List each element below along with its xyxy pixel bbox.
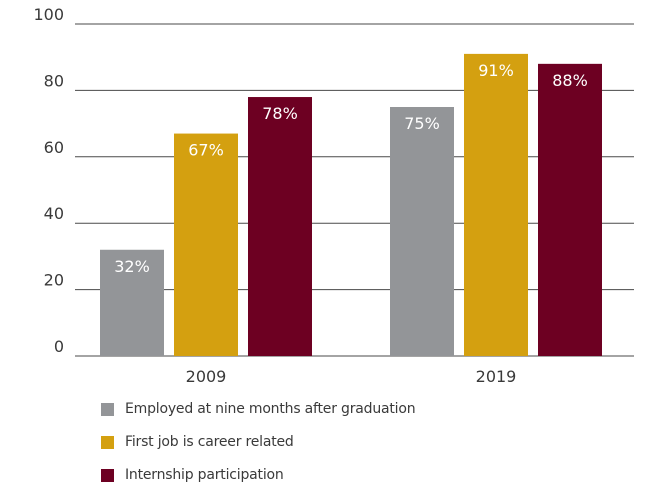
bar-2009-series-1 [174, 133, 238, 356]
legend-label-career-related: First job is career related [125, 434, 294, 450]
bar-2009-series-0 [100, 249, 164, 356]
data-label-2009-series-2: 78% [262, 104, 298, 123]
legend-label-employed: Employed at nine months after graduation [125, 401, 416, 417]
legend-item-career-related: First job is career related [101, 434, 415, 450]
legend-item-internship: Internship participation [101, 467, 415, 483]
bar-chart: 0 20 40 60 80 100 32% 67% 78% 2009 75% 91% 88% 2019 [33, 5, 634, 386]
y-tick-label-100: 100 [33, 5, 64, 24]
legend: Employed at nine months after graduation… [101, 401, 416, 500]
y-tick-label-20: 20 [44, 271, 64, 290]
legend-swatch-internship [101, 468, 114, 482]
legend-label-internship: Internship participation [125, 467, 284, 483]
y-tick-label-80: 80 [44, 71, 64, 90]
y-tick-label-60: 60 [44, 138, 64, 157]
legend-swatch-employed [101, 402, 114, 416]
bar-2019-series-0 [390, 107, 454, 356]
data-label-2019-series-2: 88% [552, 71, 588, 90]
bar-2019-series-2 [538, 63, 602, 357]
data-label-2019-series-0: 75% [404, 114, 440, 133]
bar-2009-series-2 [248, 97, 312, 356]
data-label-2009-series-0: 32% [114, 257, 150, 276]
bar-2019-series-1 [464, 53, 528, 356]
legend-item-employed: Employed at nine months after graduation [101, 401, 416, 417]
data-label-2009-series-1: 67% [188, 141, 224, 160]
data-label-2019-series-1: 91% [478, 61, 514, 80]
legend-swatch-career-related [101, 435, 114, 449]
x-tick-label-2009: 2009 [186, 367, 227, 386]
x-tick-label-2019: 2019 [476, 367, 517, 386]
y-tick-label-0: 0 [54, 337, 64, 356]
y-tick-label-40: 40 [44, 204, 64, 223]
